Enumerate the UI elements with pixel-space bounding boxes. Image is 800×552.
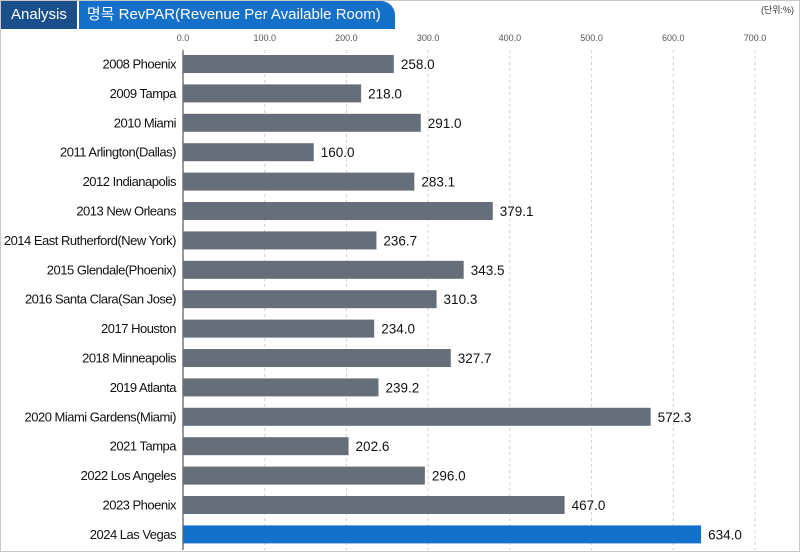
bar [183, 172, 415, 191]
data-label: 343.5 [471, 263, 505, 278]
data-label: 239.2 [385, 380, 419, 395]
data-label: 160.0 [321, 145, 355, 160]
x-tick-label: 600.0 [662, 33, 685, 43]
bar [183, 319, 375, 338]
bar [183, 525, 702, 544]
x-tick-label: 700.0 [744, 33, 767, 43]
bar [183, 260, 464, 279]
category-label: 2010 Miami [114, 115, 177, 130]
data-label: 572.3 [658, 410, 692, 425]
bar [183, 378, 379, 397]
data-label: 258.0 [401, 57, 435, 72]
data-label: 296.0 [432, 469, 466, 484]
category-label: 2023 Phoenix [102, 498, 177, 513]
category-label: 2016 Santa Clara(San Jose) [25, 292, 176, 307]
data-label: 291.0 [428, 116, 462, 131]
data-label: 310.3 [444, 292, 478, 307]
bar [183, 466, 425, 485]
category-label: 2015 Glendale(Phoenix) [47, 262, 176, 277]
category-label: 2018 Minneapolis [82, 351, 177, 366]
data-label: 283.1 [421, 175, 455, 190]
category-label: 2014 East Rutherford(New York) [4, 233, 176, 248]
data-label: 218.0 [368, 86, 402, 101]
category-label: 2017 Houston [101, 321, 176, 336]
category-label: 2012 Indianapolis [83, 174, 177, 189]
data-label: 234.0 [381, 322, 415, 337]
bar [183, 202, 493, 220]
category-label: 2022 Los Angeles [81, 468, 177, 483]
data-label: 202.6 [356, 439, 390, 454]
category-label: 2024 Las Vegas [90, 527, 177, 542]
chart-header: Analysis 명목 RevPAR(Revenue Per Available… [1, 1, 395, 29]
bar [183, 231, 377, 250]
bar [183, 55, 394, 73]
chart-title: 명목 RevPAR(Revenue Per Available Room) [76, 1, 395, 29]
x-tick-label: 500.0 [580, 33, 603, 43]
category-label: 2008 Phoenix [102, 57, 177, 72]
bar [183, 437, 349, 456]
data-label: 634.0 [708, 527, 742, 542]
category-label: 2013 New Orleans [76, 204, 177, 219]
data-label: 379.1 [500, 204, 534, 219]
category-label: 2021 Tampa [110, 439, 178, 454]
category-label: 2019 Atlanta [110, 380, 178, 395]
data-label: 236.7 [383, 233, 417, 248]
bar [183, 84, 362, 103]
bar [183, 113, 421, 132]
bar [183, 143, 314, 162]
bar [183, 290, 437, 309]
bar [183, 407, 651, 426]
x-tick-label: 0.0 [177, 33, 190, 43]
x-tick-label: 100.0 [253, 33, 276, 43]
bar [183, 349, 451, 367]
data-label: 327.7 [458, 351, 492, 366]
unit-label: (단위:%) [760, 5, 794, 15]
category-label: 2009 Tampa [110, 86, 178, 101]
x-tick-label: 200.0 [335, 33, 358, 43]
bar [183, 496, 565, 514]
category-label: 2011 Arlington(Dallas) [60, 145, 176, 160]
category-label: 2020 Miami Gardens(Miami) [25, 409, 177, 424]
x-tick-label: 400.0 [499, 33, 522, 43]
data-label: 467.0 [572, 498, 606, 513]
x-tick-label: 300.0 [417, 33, 440, 43]
analysis-tag: Analysis [1, 1, 77, 29]
